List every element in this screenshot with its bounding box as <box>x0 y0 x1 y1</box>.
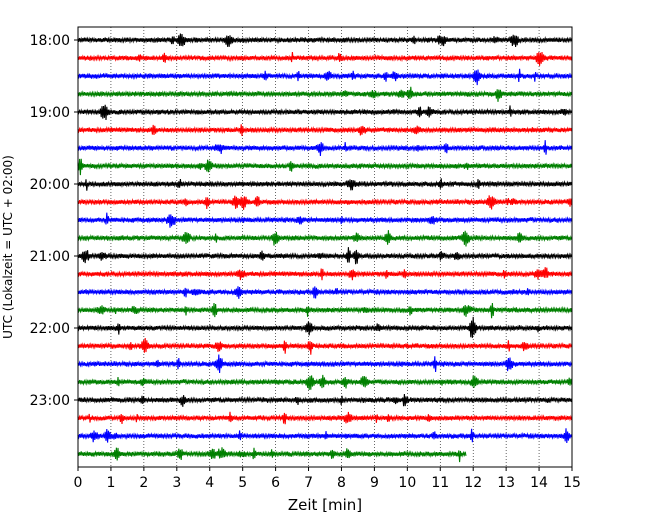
y-tick-label-2: 20:00 <box>30 177 70 193</box>
y-tick-label-5: 23:00 <box>30 393 70 409</box>
trace-2230 <box>77 354 573 373</box>
trace-1830 <box>77 68 573 86</box>
trace-1900 <box>77 104 573 120</box>
y-tick-label-1: 19:00 <box>30 105 70 121</box>
trace-2115 <box>77 267 573 281</box>
trace-2030 <box>77 212 573 228</box>
x-tick-label-12: 12 <box>464 475 482 491</box>
y-tick-label-0: 18:00 <box>30 33 70 49</box>
trace-2145 <box>77 302 573 319</box>
x-tick-label-15: 15 <box>563 475 581 491</box>
trace-2100 <box>77 247 573 265</box>
trace-1930 <box>77 140 573 157</box>
trace-2015 <box>77 195 573 210</box>
trace-2330 <box>77 428 573 443</box>
trace-2215 <box>77 338 573 355</box>
y-axis-label: UTC (Lokalzeit = UTC + 02:00) <box>1 155 15 339</box>
x-tick-label-14: 14 <box>530 475 548 491</box>
x-tick-label-3: 3 <box>172 475 181 491</box>
x-tick-label-13: 13 <box>497 475 515 491</box>
trace-2045 <box>77 230 573 247</box>
seismic-traces <box>77 33 573 463</box>
trace-2345 <box>77 447 467 463</box>
x-tick-label-8: 8 <box>337 475 346 491</box>
trace-2000 <box>77 178 573 191</box>
x-tick-label-9: 9 <box>370 475 379 491</box>
plot-frame <box>77 26 573 468</box>
x-tick-label-2: 2 <box>139 475 148 491</box>
x-tick-label-7: 7 <box>304 475 313 491</box>
x-tick-label-5: 5 <box>238 475 247 491</box>
trace-2130 <box>77 286 573 299</box>
trace-1815 <box>77 51 573 66</box>
trace-1845 <box>77 86 573 102</box>
y-tick-label-4: 22:00 <box>30 321 70 337</box>
x-axis: 0 1 2 3 4 5 6 7 8 9 10 11 12 13 14 15 <box>74 467 581 491</box>
x-axis-label: Zeit [min] <box>288 496 362 514</box>
trace-2300 <box>77 394 573 407</box>
x-tick-label-4: 4 <box>205 475 214 491</box>
trace-1915 <box>77 124 573 137</box>
x-tick-label-6: 6 <box>271 475 280 491</box>
trace-2315 <box>77 411 573 425</box>
trace-1800 <box>77 33 573 48</box>
y-axis: 18:00 19:00 20:00 21:00 22:00 23:00 <box>30 33 78 409</box>
trace-2245 <box>77 374 573 390</box>
trace-2200 <box>77 316 573 338</box>
x-tick-label-10: 10 <box>398 475 416 491</box>
x-tick-label-11: 11 <box>431 475 449 491</box>
y-tick-label-3: 21:00 <box>30 249 70 265</box>
trace-1945 <box>77 158 573 176</box>
grid <box>110 27 540 467</box>
x-tick-label-0: 0 <box>74 475 83 491</box>
x-tick-label-1: 1 <box>106 475 115 491</box>
